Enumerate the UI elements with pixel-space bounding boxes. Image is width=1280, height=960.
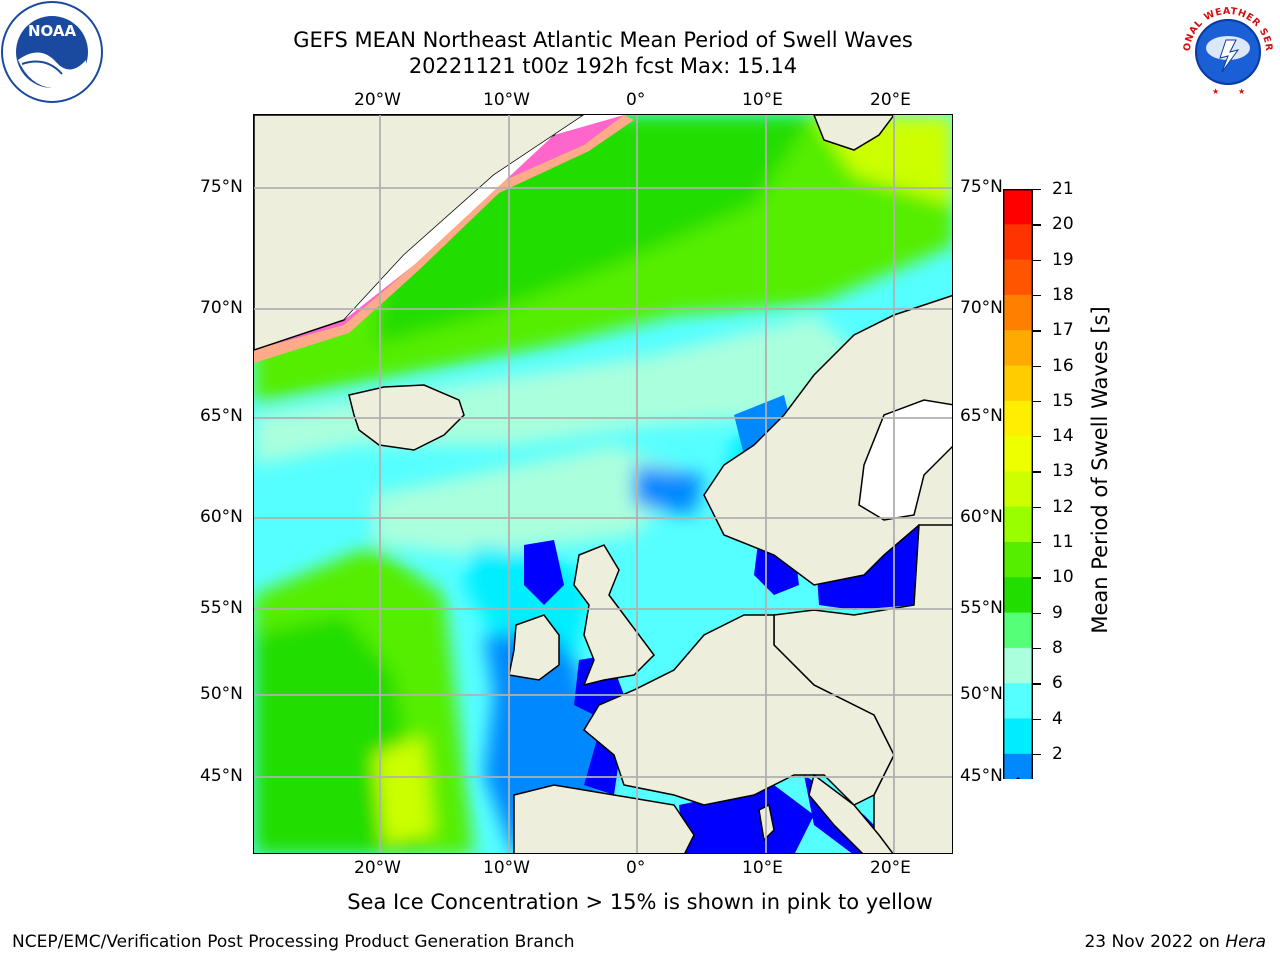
lat-label-right: 55°N — [960, 598, 1003, 618]
colorbar-tick-mark — [1033, 330, 1041, 332]
colorbar-tick-mark — [1033, 259, 1041, 261]
colorbar-band — [1003, 612, 1033, 649]
lat-label-left: 70°N — [200, 298, 243, 318]
footer-credit: NCEP/EMC/Verification Post Processing Pr… — [12, 932, 575, 952]
colorbar-tick-mark — [1033, 542, 1041, 544]
lat-label-right: 60°N — [960, 507, 1003, 527]
colorbar-tick-label: 21 — [1052, 179, 1074, 199]
footer-date: 23 Nov 2022 on Hera — [1084, 932, 1266, 952]
colorbar-tick-mark — [1033, 400, 1041, 403]
lat-label-left: 50°N — [200, 684, 243, 704]
lat-label-left: 60°N — [200, 507, 243, 527]
colorbar-tick-mark — [1033, 506, 1041, 509]
colorbar-band — [1003, 506, 1033, 543]
lat-label-left: 65°N — [200, 406, 243, 426]
colorbar-tick-label: 17 — [1052, 320, 1074, 341]
footer-date-text: 23 Nov 2022 on — [1084, 932, 1226, 952]
colorbar-tick-mark — [1033, 436, 1041, 438]
colorbar — [1003, 189, 1033, 779]
colorbar-tick-label: 18 — [1052, 284, 1074, 305]
lon-label-top: 0° — [626, 90, 646, 110]
colorbar-tick-mark — [1033, 224, 1041, 226]
colorbar-band — [1003, 259, 1033, 296]
colorbar-band — [1003, 365, 1033, 402]
lat-label-right: 65°N — [960, 406, 1003, 426]
svg-text:★: ★ — [1238, 87, 1245, 96]
colorbar-band — [1003, 647, 1033, 684]
colorbar-tick-label: 6 — [1052, 673, 1063, 694]
colorbar-band — [1003, 718, 1033, 755]
colorbar-tick-label: 8 — [1052, 637, 1063, 658]
colorbar-tick-label: 9 — [1052, 602, 1063, 623]
colorbar-tick-mark — [1033, 189, 1041, 191]
lat-label-left: 75°N — [200, 177, 243, 197]
colorbar-tick-label: 16 — [1052, 355, 1074, 376]
colorbar-title: Mean Period of Swell Waves [s] — [1088, 306, 1112, 634]
colorbar-band — [1003, 436, 1033, 472]
lon-label-bottom: 10°W — [483, 858, 530, 878]
colorbar-band — [1003, 577, 1033, 614]
colorbar-tick-label: 19 — [1052, 249, 1074, 270]
colorbar-tick-label: 10 — [1052, 567, 1074, 588]
noaa-logo: NOAA — [1, 1, 103, 103]
swell-period-map — [253, 114, 953, 854]
colorbar-tick-mark — [1033, 577, 1041, 579]
lon-label-bottom: 20°E — [870, 858, 911, 878]
colorbar-tick-mark — [1033, 365, 1041, 367]
lon-label-bottom: 20°W — [354, 858, 401, 878]
chart-title: GEFS MEAN Northeast Atlantic Mean Period… — [293, 28, 913, 52]
svg-text:★: ★ — [1212, 87, 1219, 96]
lon-label-bottom: 10°E — [742, 858, 783, 878]
colorbar-tick-label: 15 — [1052, 390, 1074, 411]
colorbar-band — [1003, 753, 1033, 779]
colorbar-band — [1003, 294, 1033, 331]
graticule — [254, 115, 952, 853]
colorbar-band — [1003, 189, 1033, 225]
lon-label-top: 10°E — [742, 90, 783, 110]
colorbar-tick-mark — [1033, 612, 1041, 614]
colorbar-tick-mark — [1033, 718, 1041, 720]
colorbar-tick-mark — [1033, 647, 1041, 650]
colorbar-band — [1003, 683, 1033, 719]
nws-logo: NATIONAL WEATHER SERVICE ★ ★ — [1176, 0, 1278, 102]
colorbar-tick-label: 14 — [1052, 426, 1074, 447]
lat-label-right: 70°N — [960, 298, 1003, 318]
lon-label-top: 20°W — [354, 90, 401, 110]
colorbar-band — [1003, 471, 1033, 508]
iberia-landmass — [513, 784, 695, 853]
colorbar-tick-mark — [1033, 753, 1041, 756]
map-canvas — [254, 115, 952, 853]
colorbar-tick-mark — [1033, 294, 1041, 297]
lon-label-top: 20°E — [870, 90, 911, 110]
lon-label-bottom: 0° — [626, 858, 646, 878]
lon-label-top: 10°W — [483, 90, 530, 110]
colorbar-band — [1003, 542, 1033, 578]
colorbar-tick-label: 20 — [1052, 214, 1074, 235]
colorbar-tick-mark — [1033, 683, 1041, 685]
great-britain-landmass — [573, 544, 655, 687]
colorbar-tick-label: 4 — [1052, 708, 1063, 729]
colorbar-tick-label: 13 — [1052, 461, 1074, 482]
colorbar-tick-label: 11 — [1052, 532, 1074, 552]
colorbar-band — [1003, 224, 1033, 261]
colorbar-tick-label: 12 — [1052, 496, 1074, 517]
colorbar-outline — [1003, 189, 1033, 779]
colorbar-tick-label: 2 — [1052, 743, 1063, 764]
colorbar-band — [1003, 400, 1033, 437]
lat-label-right: 50°N — [960, 684, 1003, 704]
sea-ice-note: Sea Ice Concentration > 15% is shown in … — [347, 890, 933, 914]
lat-label-right: 75°N — [960, 177, 1003, 197]
footer-host: Hera — [1225, 932, 1266, 952]
noaa-logo-text: NOAA — [28, 22, 77, 40]
colorbar-band — [1003, 330, 1033, 366]
colorbar-tick-mark — [1033, 471, 1041, 473]
lat-label-right: 45°N — [960, 766, 1003, 786]
chart-subtitle: 20221121 t00z 192h fcst Max: 15.14 — [408, 54, 798, 78]
italy-landmass — [808, 773, 894, 853]
lat-label-left: 55°N — [200, 598, 243, 618]
lat-label-left: 45°N — [200, 766, 243, 786]
ireland-landmass — [508, 614, 560, 681]
